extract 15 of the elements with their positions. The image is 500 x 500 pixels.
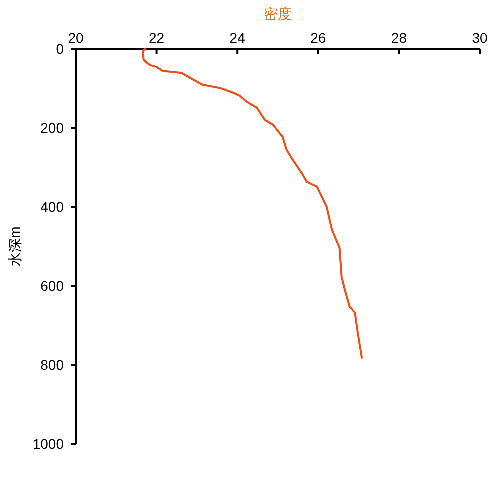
- x-tick-label: 22: [149, 30, 165, 46]
- x-tick-label: 20: [68, 30, 84, 46]
- x-tick-label: 30: [472, 30, 488, 46]
- y-tick-label: 1000: [32, 436, 64, 452]
- y-axis-title: 水深m: [7, 226, 23, 266]
- x-tick-label: 24: [230, 30, 246, 46]
- y-tick-label: 600: [40, 278, 64, 294]
- x-tick-label: 28: [391, 30, 408, 46]
- y-tick-label: 200: [40, 120, 64, 136]
- y-tick-label: 0: [56, 41, 64, 57]
- y-tick-label: 800: [40, 357, 64, 373]
- x-axis-title: 密度: [264, 6, 292, 22]
- line-series: [142, 48, 364, 359]
- x-tick-label: 26: [310, 30, 326, 46]
- y-tick-label: 400: [40, 199, 64, 215]
